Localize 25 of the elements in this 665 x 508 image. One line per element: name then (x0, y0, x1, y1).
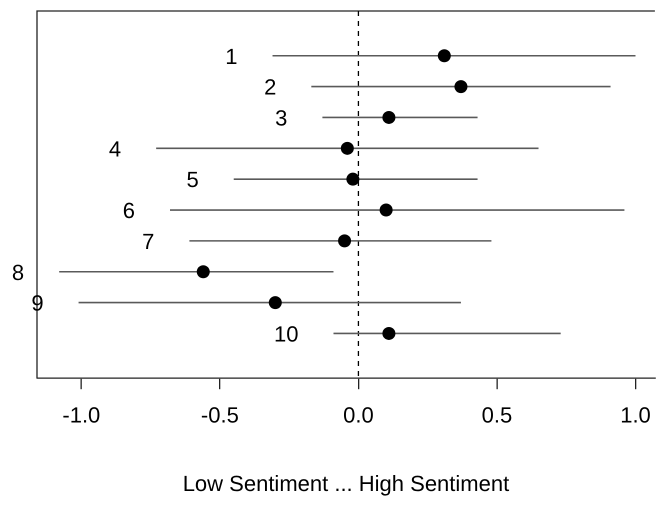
point (382, 326, 396, 340)
x-tick-label: 1.0 (620, 402, 651, 428)
point (346, 172, 360, 186)
y-tick-label: 3 (275, 106, 288, 131)
y-tick-label: 7 (142, 228, 154, 254)
point (340, 142, 354, 155)
point (454, 80, 468, 94)
x-tick-label: 0.0 (343, 402, 374, 428)
point (196, 265, 210, 278)
x-tick-label: -0.5 (200, 402, 239, 428)
y-tick-label: 4 (108, 136, 122, 162)
y-tick-label: 1 (225, 44, 238, 69)
x-tick-label: 0.5 (482, 402, 512, 428)
point (382, 110, 396, 124)
y-tick-label: 6 (122, 198, 135, 224)
point (338, 234, 352, 248)
point (380, 204, 393, 217)
point (268, 296, 282, 310)
x-tick-label: -1.0 (62, 402, 100, 428)
x-axis-title: Low Sentiment ... High Sentiment (182, 470, 510, 496)
point (438, 49, 451, 62)
y-tick-label: 10 (274, 322, 298, 347)
y-tick-label: 2 (264, 74, 276, 100)
y-tick-label: 5 (186, 167, 199, 192)
y-tick-label: 8 (12, 260, 24, 285)
